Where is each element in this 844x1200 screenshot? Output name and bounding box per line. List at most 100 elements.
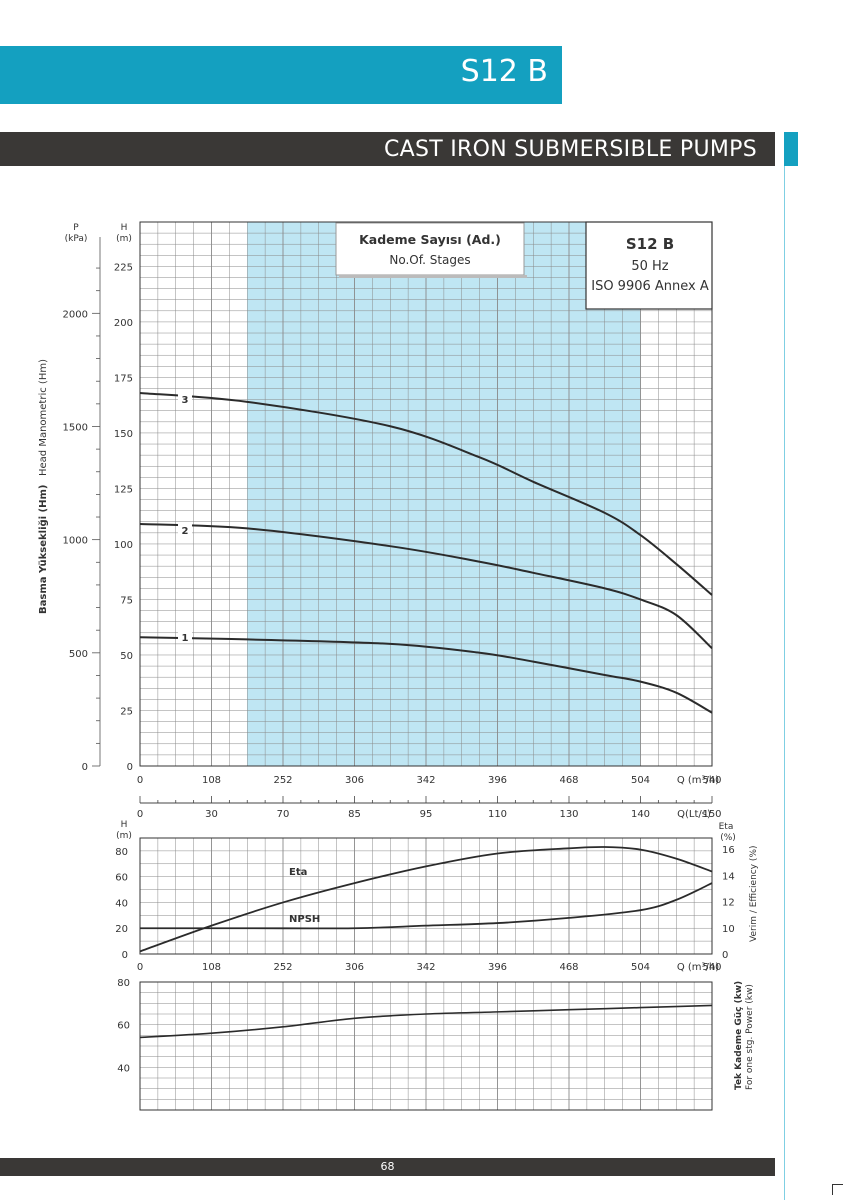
eff-left-tick-label: 80 — [115, 847, 128, 858]
eff-left-tick-label: 40 — [115, 898, 128, 909]
h-tick-label: 150 — [114, 429, 133, 440]
h-tick-label: 125 — [114, 484, 133, 495]
power-axis-label: Tek Kademe Güç (kw) — [734, 981, 744, 1090]
model-banner: S12 B — [0, 46, 562, 104]
eff-x-tick-label: 306 — [345, 962, 364, 973]
power-tick-label: 60 — [117, 1021, 130, 1032]
power-curve — [139, 1004, 713, 1039]
x-tick-label-lts: 95 — [420, 809, 433, 820]
eff-left-tick-label: 60 — [115, 873, 128, 884]
x-tick-label-m3h: 468 — [559, 775, 578, 786]
curve-npsh — [140, 882, 713, 930]
eff-right-tick-label: 10 — [722, 924, 735, 935]
stage-label-bg — [178, 522, 192, 536]
eff-x-tick-label: 540 — [702, 962, 721, 973]
x-tick-label-m3h: 540 — [702, 775, 721, 786]
legend-box-subtitle: No.Of. Stages — [389, 253, 470, 267]
power-tick-label: 80 — [117, 978, 130, 989]
eff-left-tick-label: 20 — [115, 924, 128, 935]
efficiency-axis-label: Verim / Efficiency (%) — [749, 845, 759, 942]
p-tick-label: 2000 — [63, 309, 88, 320]
category-banner: CAST IRON SUBMERSIBLE PUMPS — [0, 132, 775, 166]
model-title: S12 B — [460, 54, 548, 89]
p-tick-label: 1500 — [63, 422, 88, 433]
x-tick-label-lts: 85 — [348, 809, 361, 820]
h-tick-label: 75 — [120, 595, 133, 606]
p-tick-label: 0 — [82, 762, 88, 773]
spec-model: S12 B — [626, 235, 674, 253]
h-tick-label: 200 — [114, 318, 133, 329]
p-tick-label: 500 — [69, 649, 88, 660]
eta-curve-label: Eta — [289, 867, 307, 878]
x-tick-label-lts: 0 — [137, 809, 143, 820]
stage-label-2: 2 — [182, 526, 189, 537]
x-tick-label-lts: 30 — [205, 809, 218, 820]
power-tick-label: 40 — [117, 1063, 130, 1074]
plot-frame — [139, 981, 713, 1111]
eff-left-tick-label: 0 — [122, 950, 128, 961]
x-tick-label-m3h: 0 — [137, 775, 143, 786]
eta-axis-title: Eta — [719, 822, 734, 832]
eff-h-axis-title: H — [121, 820, 128, 830]
eff-x-unit: Q (m³/h) — [677, 962, 719, 973]
h-tick-label: 100 — [114, 540, 133, 551]
crop-mark — [832, 1184, 843, 1195]
left-axis-label: Basma Yüksekliği (Hm) — [37, 485, 49, 615]
side-accent-line — [784, 166, 785, 1200]
x-unit-m3h: Q (m³/h) — [677, 775, 719, 786]
x-tick-label-m3h: 504 — [631, 775, 650, 786]
x-tick-label-lts: 150 — [702, 809, 721, 820]
legend-box: Kademe Sayısı (Ad.) No.Of. Stages — [335, 222, 527, 278]
stage-label-bg — [178, 630, 192, 644]
x-tick-label-m3h: 108 — [202, 775, 221, 786]
x-tick-label-lts: 70 — [277, 809, 290, 820]
plot-frame — [139, 837, 713, 955]
curve-eta — [139, 846, 713, 953]
stage-label-bg — [178, 391, 192, 405]
stage-curve-2 — [139, 522, 713, 650]
eff-x-tick-label: 396 — [488, 962, 507, 973]
npsh-curve-label: NPSH — [289, 914, 320, 925]
x-tick-label-lts: 140 — [631, 809, 650, 820]
x-tick-label-lts: 130 — [559, 809, 578, 820]
eff-x-tick-label: 468 — [559, 962, 578, 973]
h-axis-unit: (m) — [116, 234, 132, 244]
page-number: 68 — [380, 1160, 395, 1173]
x-tick-label-m3h: 252 — [273, 775, 292, 786]
plot-frame — [139, 221, 713, 767]
stage-label-1: 1 — [182, 633, 189, 644]
spec-frequency: 50 Hz — [631, 259, 668, 274]
eff-x-tick-label: 342 — [416, 962, 435, 973]
h-tick-label: 225 — [114, 262, 133, 273]
x-unit-lts: Q(Lt/s) — [677, 809, 711, 820]
left-axis-label-en: Head Manometric (Hm) — [38, 359, 49, 476]
legend-box-title: Kademe Sayısı (Ad.) — [359, 232, 501, 247]
h-axis-title: H — [121, 223, 128, 233]
h-tick-label: 175 — [114, 373, 133, 384]
eff-right-tick-label: 14 — [722, 871, 735, 882]
p-axis-unit: (kPa) — [65, 234, 88, 244]
h-tick-label: 0 — [127, 762, 133, 773]
p-tick-label: 1000 — [63, 536, 88, 547]
spec-standard: ISO 9906 Annex A — [591, 279, 709, 294]
power-axis-label-en: For one stg. Power (kw) — [745, 984, 755, 1090]
x-tick-label-lts: 110 — [488, 809, 507, 820]
side-accent-bar — [784, 132, 798, 166]
footer-bar: 68 — [0, 1158, 775, 1176]
stage-curve-1 — [139, 636, 713, 714]
x-tick-label-m3h: 306 — [345, 775, 364, 786]
h-tick-label: 50 — [120, 651, 133, 662]
eff-x-tick-label: 252 — [273, 962, 292, 973]
stage-curve-3 — [139, 391, 713, 596]
eff-x-tick-label: 108 — [202, 962, 221, 973]
spec-box: S12 B 50 Hz ISO 9906 Annex A — [585, 221, 713, 310]
eff-x-tick-label: 504 — [631, 962, 650, 973]
stage-label-3: 3 — [182, 395, 189, 406]
eff-right-tick-label: 0 — [722, 950, 728, 961]
x-tick-label-m3h: 396 — [488, 775, 507, 786]
eta-axis-unit: (%) — [720, 833, 736, 843]
eff-right-tick-label: 16 — [722, 845, 735, 856]
x-tick-label-m3h: 342 — [416, 775, 435, 786]
p-axis-title: P — [73, 223, 79, 233]
